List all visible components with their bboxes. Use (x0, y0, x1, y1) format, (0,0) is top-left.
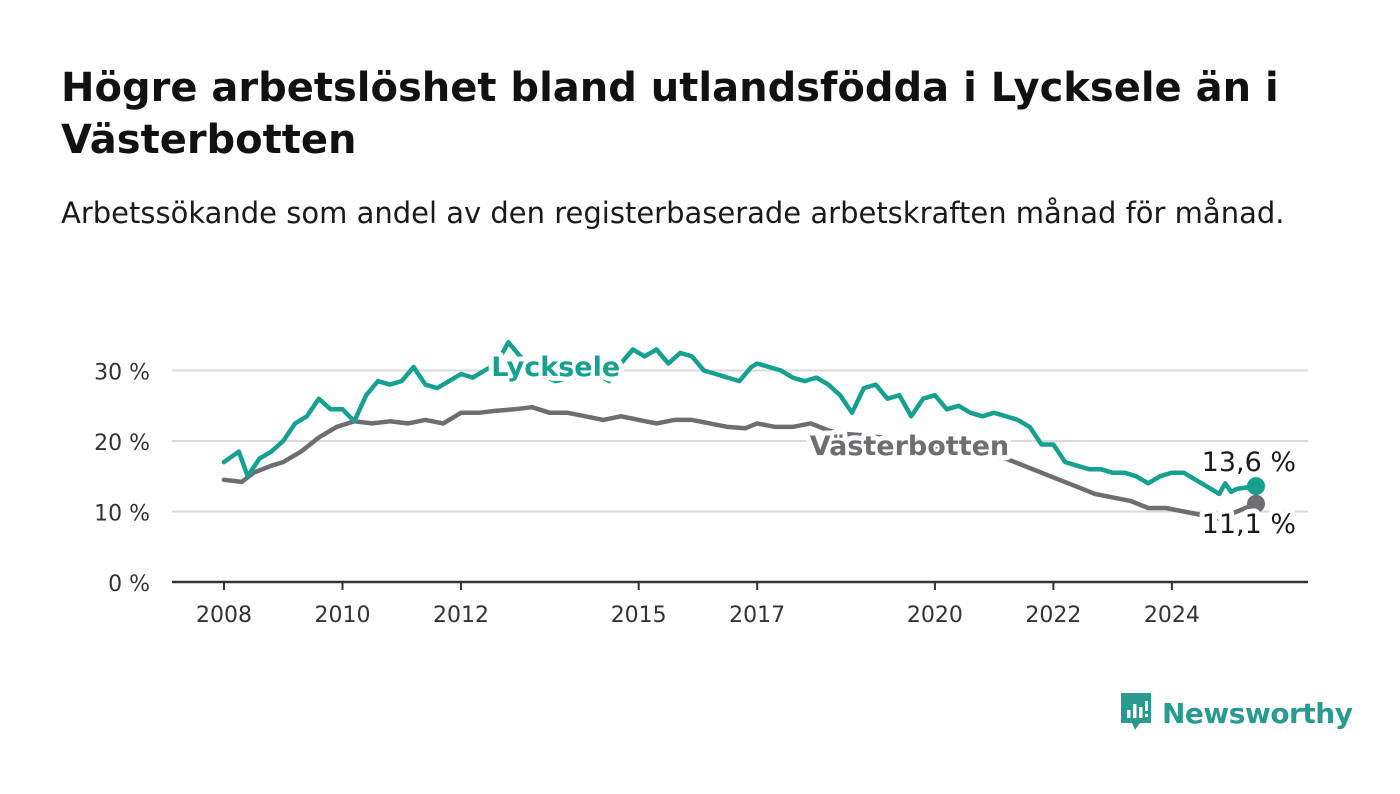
y-tick-label: 30 % (94, 361, 150, 386)
x-tick-label: 2020 (907, 603, 963, 628)
y-tick-label: 20 % (94, 431, 150, 456)
end-value-vasterbotten: 11,1 % (1202, 509, 1296, 540)
newsworthy-logo: Newsworthy (1118, 690, 1353, 736)
series-label-lycksele-halo: Lycksele (491, 352, 620, 383)
y-axis-ticks: 0 % 10 % 20 % 30 % (94, 361, 150, 598)
series-label-vasterbotten-halo: Västerbotten (810, 431, 1009, 462)
gridlines (172, 369, 1308, 584)
x-tick-label: 2008 (196, 603, 252, 628)
series-label-vasterbotten: Västerbotten (810, 431, 1009, 462)
series-line-v-sterbotten (221, 404, 1259, 521)
chart-subtitle: Arbetssökande som andel av den registerb… (61, 196, 1285, 230)
end-value-lycksele: 13,6 % (1202, 447, 1296, 478)
series-label-lycksele: Lycksele (491, 352, 620, 383)
series-lines (221, 340, 1265, 521)
x-tick-label: 2012 (433, 603, 489, 628)
x-tick-label: 2017 (729, 603, 785, 628)
x-tick-label: 2015 (611, 603, 667, 628)
x-axis-ticks: 2008 2010 2012 2015 2017 2020 2022 2024 (196, 582, 1200, 628)
chart-title: Högre arbetslöshet bland utlandsfödda i … (61, 65, 1279, 163)
x-tick-label: 2010 (314, 603, 370, 628)
series-endpoint (1247, 477, 1265, 496)
x-tick-label: 2024 (1144, 603, 1200, 628)
y-tick-label: 10 % (94, 502, 150, 527)
y-tick-label: 0 % (108, 572, 150, 597)
series-endpoint (1247, 494, 1265, 513)
newsworthy-logo-icon (1121, 693, 1151, 730)
series-line-lycksele (221, 340, 1259, 497)
brand-name: Newsworthy (1162, 696, 1353, 730)
end-value-vasterbotten-halo: 11,1 % (1202, 509, 1296, 540)
end-value-lycksele-halo: 13,6 % (1202, 447, 1296, 478)
x-tick-label: 2022 (1025, 603, 1081, 628)
series-labels: LyckseleLyckseleVästerbottenVästerbotten… (486, 347, 1301, 545)
